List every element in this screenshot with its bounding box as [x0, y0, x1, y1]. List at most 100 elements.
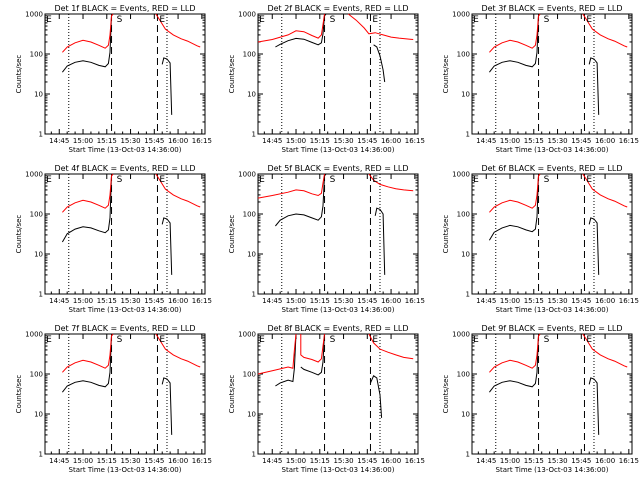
lld-series-line	[489, 13, 541, 53]
events-series-line	[300, 333, 325, 376]
chart-title: Det 3f BLACK = Events, RED = LLD	[481, 4, 622, 13]
plot-frame	[471, 333, 633, 455]
x-tick-label: 14:45	[262, 457, 282, 465]
y-axis-label: Counts/sec	[15, 55, 23, 94]
x-tick-label: 15:15	[524, 297, 544, 305]
x-tick-label: 16:15	[405, 297, 425, 305]
lld-series-line	[582, 333, 628, 368]
lld-series-line	[368, 333, 414, 360]
x-tick-label: 15:45	[144, 457, 164, 465]
x-tick-label: 15:00	[500, 297, 520, 305]
marker-label-e: E	[586, 15, 592, 25]
lld-series-line	[257, 333, 297, 375]
x-tick-label: 15:45	[144, 297, 164, 305]
lld-series-line	[582, 173, 628, 208]
y-tick-label: 10	[34, 251, 43, 259]
x-tick-label: 16:00	[381, 297, 401, 305]
x-tick-label: 15:00	[73, 297, 93, 305]
y-axis-label: Counts/sec	[228, 55, 236, 94]
plot-frame	[44, 333, 206, 455]
events-series-line	[275, 333, 297, 387]
events-series-line	[588, 57, 600, 115]
marker-label-s: S	[117, 335, 123, 345]
y-tick-label: 1	[466, 291, 470, 299]
panel-7: Det 7f BLACK = Events, RED = LLD 1 10 100 10…	[15, 324, 212, 474]
x-axis-label: Start Time (13-Oct-03 14:36:00)	[69, 306, 182, 314]
x-tick-label: 16:00	[595, 137, 615, 145]
x-tick-label: 15:45	[357, 297, 377, 305]
x-tick-label: 16:00	[381, 457, 401, 465]
marker-label-e: E	[259, 175, 265, 185]
marker-label-e: E	[46, 335, 52, 345]
x-tick-label: 16:00	[168, 457, 188, 465]
panel-6: Det 6f BLACK = Events, RED = LLD 1 10 100 10…	[442, 164, 639, 314]
lld-series-line	[489, 173, 541, 213]
y-tick-label: 100	[457, 371, 470, 379]
y-tick-label: 1	[252, 131, 256, 139]
marker-label-e: E	[473, 335, 479, 345]
y-tick-label: 1000	[238, 331, 256, 339]
events-series-line	[275, 13, 327, 48]
x-tick-label: 14:45	[476, 137, 496, 145]
marker-label-e: E	[372, 175, 378, 185]
y-tick-label: 1	[252, 291, 256, 299]
plot-frame	[257, 333, 419, 455]
y-tick-label: 1000	[25, 331, 43, 339]
y-tick-label: 100	[243, 371, 256, 379]
events-series-line	[588, 377, 600, 435]
x-tick-label: 15:00	[73, 137, 93, 145]
panel-9: Det 9f BLACK = Events, RED = LLD 1 10 100 10…	[442, 324, 639, 474]
y-axis-label: Counts/sec	[442, 55, 450, 94]
x-tick-label: 15:00	[73, 457, 93, 465]
panel-2: Det 2f BLACK = Events, RED = LLD 1 10 100 10…	[228, 4, 425, 154]
y-tick-label: 100	[243, 51, 256, 59]
y-axis-label: Counts/sec	[442, 375, 450, 414]
events-series-line	[374, 207, 386, 275]
plot-frame	[44, 173, 206, 295]
x-axis-label: Start Time (13-Oct-03 14:36:00)	[496, 146, 609, 154]
lld-series-line	[368, 173, 414, 192]
x-tick-label: 15:15	[524, 137, 544, 145]
y-tick-label: 1	[252, 451, 256, 459]
y-tick-label: 1000	[452, 171, 470, 179]
y-tick-label: 10	[247, 411, 256, 419]
lld-series-line	[489, 333, 541, 373]
panel-5: Det 5f BLACK = Events, RED = LLD 1 10 100 10…	[228, 164, 425, 314]
events-series-line	[161, 217, 173, 275]
x-tick-label: 15:00	[286, 297, 306, 305]
plot-frame	[257, 173, 419, 295]
lld-series-line	[300, 333, 325, 363]
y-tick-label: 10	[34, 411, 43, 419]
events-series-line	[488, 173, 541, 241]
y-tick-label: 10	[247, 91, 256, 99]
x-tick-label: 16:00	[595, 297, 615, 305]
x-tick-label: 15:15	[310, 457, 330, 465]
marker-label-e: E	[259, 15, 265, 25]
y-tick-label: 1	[39, 291, 43, 299]
x-tick-label: 15:45	[144, 137, 164, 145]
marker-label-e: E	[159, 175, 165, 185]
x-tick-label: 15:30	[120, 137, 140, 145]
x-tick-label: 15:30	[333, 137, 353, 145]
x-tick-label: 16:15	[405, 457, 425, 465]
x-tick-label: 15:30	[120, 457, 140, 465]
x-tick-label: 14:45	[49, 137, 69, 145]
x-tick-label: 14:45	[476, 457, 496, 465]
x-tick-label: 14:45	[262, 137, 282, 145]
x-axis-label: Start Time (13-Oct-03 14:36:00)	[282, 466, 395, 474]
x-tick-label: 15:15	[97, 457, 117, 465]
y-axis-label: Counts/sec	[442, 215, 450, 254]
chart-title: Det 6f BLACK = Events, RED = LLD	[481, 164, 622, 173]
events-series-line	[588, 217, 600, 275]
lld-series-line	[347, 13, 414, 40]
chart-title: Det 5f BLACK = Events, RED = LLD	[267, 164, 408, 173]
x-tick-label: 15:00	[286, 137, 306, 145]
x-axis-label: Start Time (13-Oct-03 14:36:00)	[69, 466, 182, 474]
marker-label-e: E	[259, 335, 265, 345]
marker-label-e: E	[586, 335, 592, 345]
plot-frame	[471, 13, 633, 135]
x-tick-label: 14:45	[49, 297, 69, 305]
lld-series-line	[582, 13, 628, 48]
marker-label-e: E	[372, 335, 378, 345]
